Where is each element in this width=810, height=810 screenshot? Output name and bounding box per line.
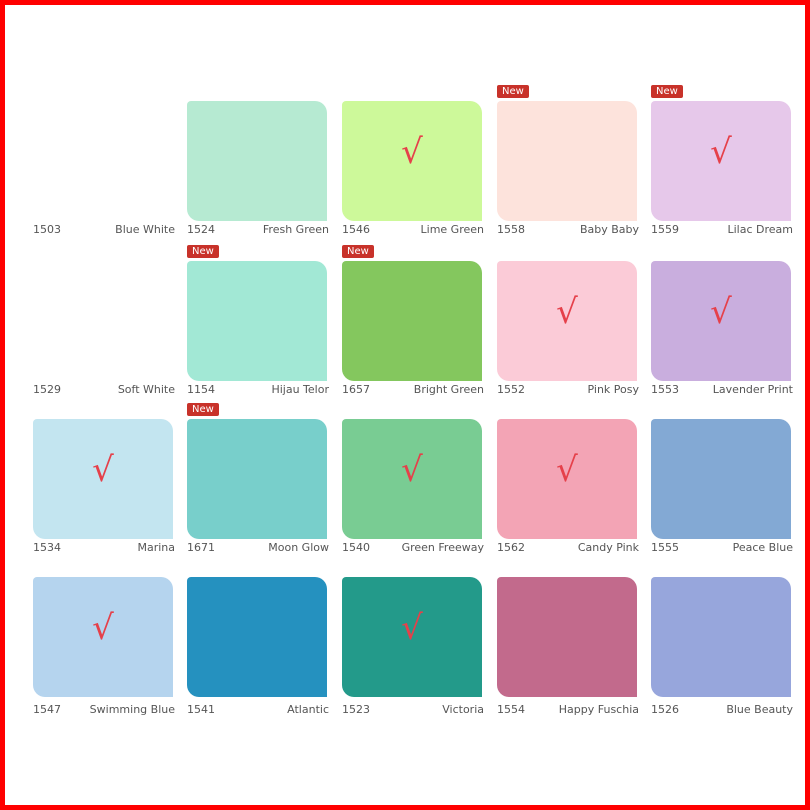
color-swatch[interactable]: √ [651,261,791,381]
check-mark-icon: √ [710,292,732,332]
color-code: 1552 [497,383,525,396]
color-code: 1526 [651,703,679,716]
new-badge: New [497,85,529,98]
color-name: Moon Glow [268,541,329,554]
color-name: Pink Posy [587,383,640,396]
color-name: Lavender Print [712,383,793,396]
color-swatch[interactable] [497,577,637,697]
color-name: Happy Fuschia [558,703,639,716]
color-name: Marina [137,541,175,554]
color-code: 1503 [33,223,61,236]
color-name: Victoria [442,703,484,716]
check-mark-icon: √ [401,608,423,648]
color-code: 1562 [497,541,525,554]
new-badge: New [342,245,374,258]
color-name: Candy Pink [577,541,639,554]
color-code: 1547 [33,703,61,716]
check-mark-icon: √ [556,450,578,490]
color-name: Hijau Telor [271,383,329,396]
color-code: 1541 [187,703,215,716]
color-name: Lime Green [420,223,484,236]
color-code: 1154 [187,383,215,396]
color-swatch[interactable]: √ [497,419,637,539]
new-badge: New [187,245,219,258]
color-name: Soft White [117,383,175,396]
color-code: 1523 [342,703,370,716]
color-swatch[interactable] [651,577,791,697]
color-name: Bright Green [413,383,484,396]
color-code: 1554 [497,703,525,716]
check-mark-icon: √ [401,132,423,172]
color-swatch[interactable] [187,101,327,221]
color-code: 1529 [33,383,61,396]
color-name: Peace Blue [732,541,793,554]
color-code: 1555 [651,541,679,554]
color-code: 1540 [342,541,370,554]
color-name: Blue Beauty [726,703,793,716]
color-code: 1558 [497,223,525,236]
color-swatch[interactable]: √ [497,261,637,381]
check-mark-icon: √ [710,132,732,172]
color-code: 1553 [651,383,679,396]
check-mark-icon: √ [92,450,114,490]
color-code: 1524 [187,223,215,236]
color-name: Fresh Green [262,223,329,236]
color-swatch[interactable] [187,419,327,539]
new-badge: New [651,85,683,98]
color-swatch[interactable]: √ [342,419,482,539]
color-swatch[interactable] [33,261,173,381]
color-swatch[interactable]: √ [33,577,173,697]
color-code: 1671 [187,541,215,554]
check-mark-icon: √ [401,450,423,490]
color-name: Green Freeway [401,541,484,554]
check-mark-icon: √ [92,608,114,648]
color-swatch[interactable] [497,101,637,221]
color-code: 1657 [342,383,370,396]
new-badge: New [187,403,219,416]
color-swatch[interactable] [33,101,173,221]
color-code: 1546 [342,223,370,236]
color-name: Blue White [115,223,175,236]
color-name: Baby Baby [579,223,639,236]
color-swatch[interactable]: √ [651,101,791,221]
color-code: 1534 [33,541,61,554]
color-swatch[interactable]: √ [33,419,173,539]
color-swatch[interactable] [187,261,327,381]
color-swatch[interactable]: √ [342,577,482,697]
color-swatch[interactable] [342,261,482,381]
color-name: Atlantic [287,703,329,716]
color-swatch[interactable] [187,577,327,697]
color-name: Lilac Dream [727,223,793,236]
color-swatch[interactable] [651,419,791,539]
check-mark-icon: √ [556,292,578,332]
color-code: 1559 [651,223,679,236]
color-swatch[interactable]: √ [342,101,482,221]
color-name: Swimming Blue [89,703,175,716]
